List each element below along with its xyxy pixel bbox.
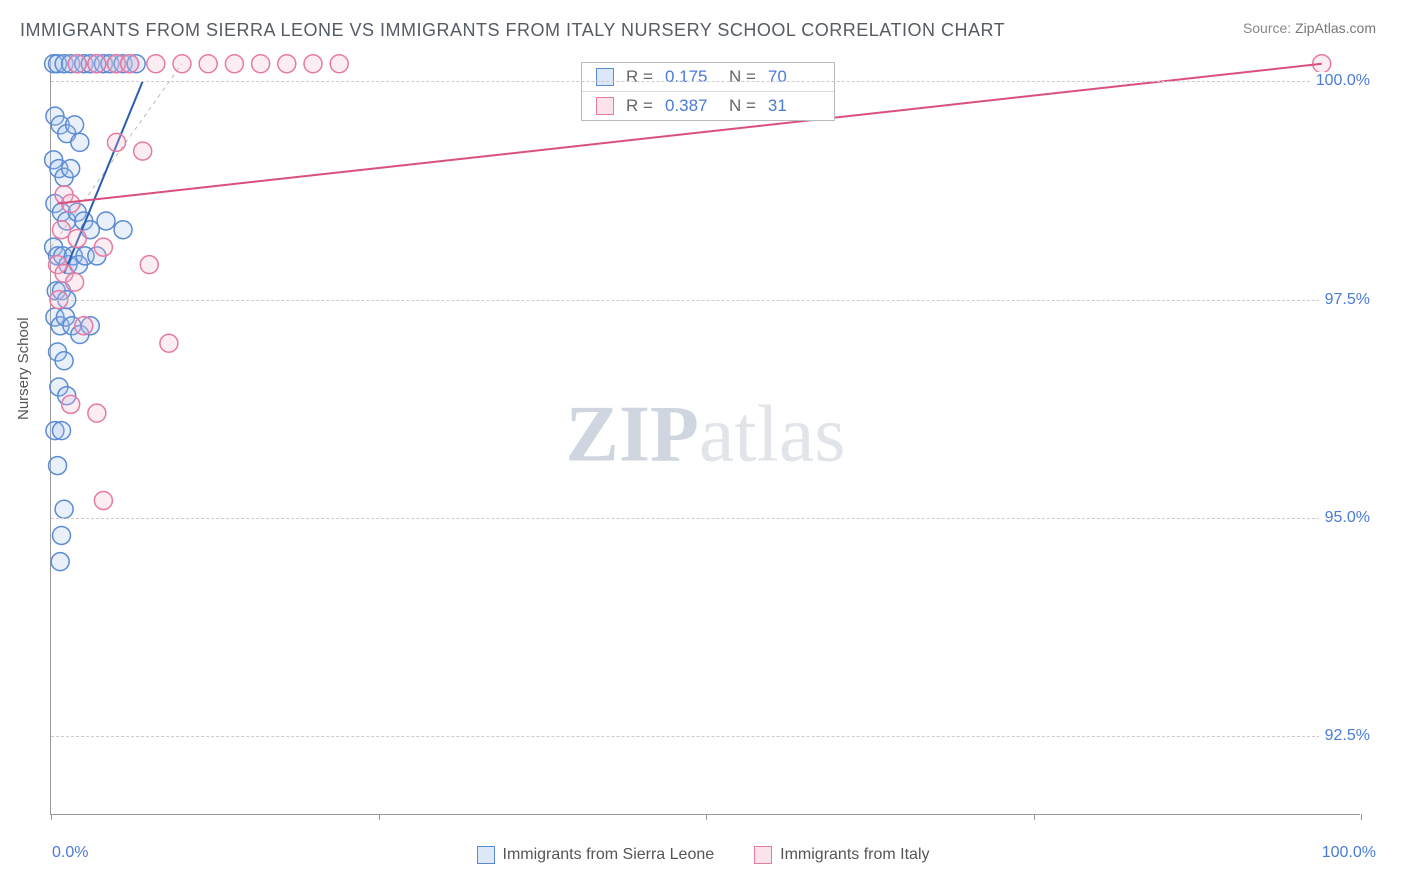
legend-label: Immigrants from Sierra Leone bbox=[503, 846, 715, 864]
y-axis-label: Nursery School bbox=[15, 317, 32, 420]
y-tick-label: 92.5% bbox=[1319, 727, 1370, 745]
legend-label: Immigrants from Italy bbox=[780, 846, 929, 864]
stats-row: R = 0.387 N = 31 bbox=[582, 91, 834, 120]
stats-row: R = 0.175 N = 70 bbox=[582, 63, 834, 91]
legend-swatch bbox=[477, 846, 495, 864]
stats-swatch bbox=[596, 97, 614, 115]
x-tick bbox=[1034, 814, 1035, 820]
x-tick bbox=[51, 814, 52, 820]
chart-title: IMMIGRANTS FROM SIERRA LEONE VS IMMIGRAN… bbox=[20, 20, 1005, 41]
legend-swatch bbox=[754, 846, 772, 864]
source-name[interactable]: ZipAtlas.com bbox=[1295, 20, 1376, 36]
stats-n-label: N = bbox=[729, 67, 756, 87]
y-tick-label: 97.5% bbox=[1319, 291, 1370, 309]
bottom-legend: Immigrants from Sierra Leone Immigrants f… bbox=[0, 846, 1406, 864]
stats-n-label: N = bbox=[729, 96, 756, 116]
stats-n-value: 31 bbox=[768, 96, 820, 116]
source-attribution: Source: ZipAtlas.com bbox=[1243, 20, 1376, 36]
y-tick-label: 100.0% bbox=[1310, 72, 1370, 90]
stats-r-label: R = bbox=[626, 67, 653, 87]
correlation-stats-box: R = 0.175 N = 70 R = 0.387 N = 31 bbox=[581, 62, 835, 121]
x-tick bbox=[379, 814, 380, 820]
source-label: Source: bbox=[1243, 20, 1291, 36]
chart-container: IMMIGRANTS FROM SIERRA LEONE VS IMMIGRAN… bbox=[0, 0, 1406, 892]
stats-swatch bbox=[596, 68, 614, 86]
stats-r-value: 0.175 bbox=[665, 67, 717, 87]
gridline bbox=[51, 81, 1360, 82]
legend-item: Immigrants from Sierra Leone bbox=[477, 846, 715, 864]
plot-area: ZIPatlas R =0.175N =70R =0.387N =31 92.5… bbox=[50, 55, 1360, 815]
gridline bbox=[51, 518, 1360, 519]
stats-r-label: R = bbox=[626, 96, 653, 116]
scatter-svg bbox=[51, 55, 1360, 814]
gridline bbox=[51, 736, 1360, 737]
stats-r-value: 0.387 bbox=[665, 96, 717, 116]
legend-item: Immigrants from Italy bbox=[754, 846, 929, 864]
y-tick-label: 95.0% bbox=[1319, 509, 1370, 527]
stats-n-value: 70 bbox=[768, 67, 820, 87]
x-tick bbox=[706, 814, 707, 820]
x-tick bbox=[1361, 814, 1362, 820]
gridline bbox=[51, 300, 1360, 301]
